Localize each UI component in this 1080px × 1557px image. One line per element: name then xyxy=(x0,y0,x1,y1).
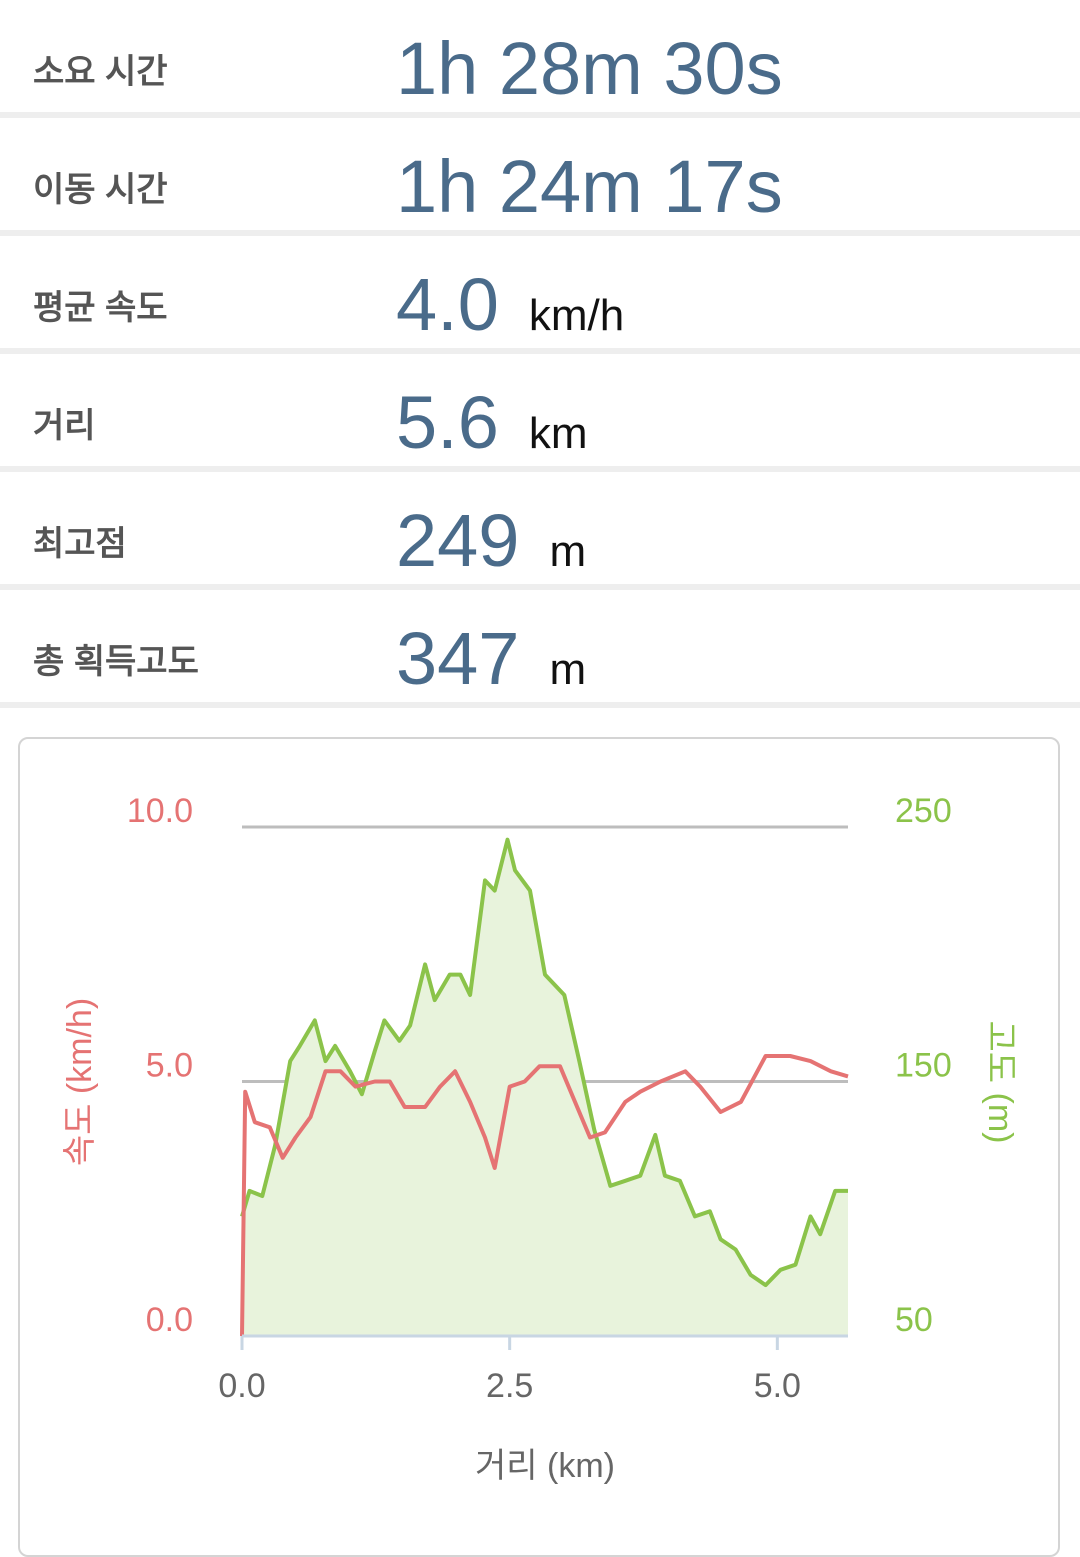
stat-label: 이동 시간 xyxy=(33,171,168,209)
y-axis-title: 속도 (km/h) xyxy=(61,998,99,1166)
stat-number: 4.0 xyxy=(396,263,499,346)
stats-list: 소요 시간 1h 28m 30s 이동 시간 1h 24m 17s 평균 속도 4.0 km… xyxy=(0,0,1080,708)
x-tick-label: 0.0 xyxy=(218,1367,265,1405)
y-tick-label: 10.0 xyxy=(127,792,193,830)
stat-label: 최고점 xyxy=(33,525,127,563)
stat-label: 소요 시간 xyxy=(33,53,168,91)
stat-value: 249 m xyxy=(396,498,586,583)
y2-tick-label: 150 xyxy=(895,1046,952,1084)
stat-row: 이동 시간 1h 24m 17s xyxy=(0,118,1080,236)
y2-axis-title: 고도 (m) xyxy=(981,1021,1019,1144)
stat-label: 평균 속도 xyxy=(33,289,168,327)
x-tick-label: 2.5 xyxy=(486,1367,533,1405)
y-tick-label: 0.0 xyxy=(146,1301,193,1339)
stat-label: 거리 xyxy=(33,407,96,445)
stat-number: 347 xyxy=(396,617,520,700)
stat-unit: m xyxy=(549,527,587,576)
stat-number: 1h 24m 17s xyxy=(396,145,783,228)
stat-label: 총 획득고도 xyxy=(33,643,199,681)
stat-value: 4.0 km/h xyxy=(396,262,624,347)
stat-row: 평균 속도 4.0 km/h xyxy=(0,236,1080,354)
stat-value: 1h 24m 17s xyxy=(396,144,783,229)
stat-row: 소요 시간 1h 28m 30s xyxy=(0,0,1080,118)
series-line xyxy=(240,1054,849,1337)
stat-number: 1h 28m 30s xyxy=(396,27,783,110)
x-tick-label: 5.0 xyxy=(754,1367,801,1405)
stat-unit: km/h xyxy=(528,291,625,340)
series-line xyxy=(240,837,848,1288)
stat-number: 249 xyxy=(396,499,520,582)
y-tick-label: 5.0 xyxy=(146,1046,193,1084)
y2-tick-label: 50 xyxy=(895,1301,933,1339)
stat-row: 최고점 249 m xyxy=(0,472,1080,590)
stat-row: 총 획득고도 347 m xyxy=(0,590,1080,708)
stat-row: 거리 5.6 km xyxy=(0,354,1080,472)
stat-value: 5.6 km xyxy=(396,380,588,465)
x-axis-title: 거리 (km) xyxy=(475,1447,615,1485)
stat-value: 1h 28m 30s xyxy=(396,26,783,111)
stat-unit: km xyxy=(528,409,588,458)
y2-tick-label: 250 xyxy=(895,792,952,830)
elevation-area xyxy=(242,839,848,1336)
stat-number: 5.6 xyxy=(396,381,499,464)
chart: 거리 (km) 속도 (km/h) 고도 (m) 0.0 5.0 10.0 50 150… xyxy=(61,792,1019,1485)
stat-unit: m xyxy=(549,645,587,694)
stat-value: 347 m xyxy=(396,616,586,701)
